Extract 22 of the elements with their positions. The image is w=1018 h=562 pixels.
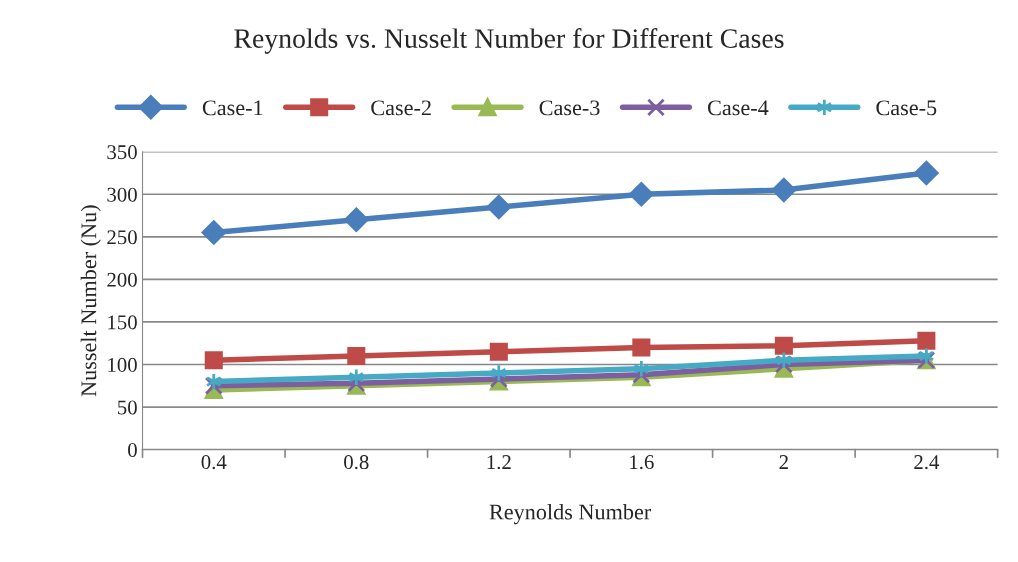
legend-label: Case-1 — [202, 100, 263, 116]
legend-label: Case-3 — [539, 100, 600, 116]
chart-title: Reynolds vs. Nusselt Number for Different Cases — [234, 28, 784, 54]
y-tick-label: 50 — [118, 400, 137, 415]
y-tick-label: 250 — [107, 230, 137, 245]
y-tick-label: 300 — [107, 187, 137, 202]
y-axis-title: Nusselt Number (Nu) — [80, 205, 101, 397]
legend-label: Case-4 — [707, 100, 769, 116]
y-tick-label: 200 — [107, 272, 137, 287]
x-tick-label: 1.2 — [487, 455, 511, 470]
y-tick-label: 0 — [128, 442, 137, 458]
y-tick-label: 150 — [108, 315, 137, 330]
x-tick-label: 2.4 — [914, 455, 940, 470]
y-tick-label: 350 — [107, 145, 137, 160]
x-tick-label: 0.8 — [344, 455, 369, 470]
legend-label: Case-2 — [371, 100, 431, 116]
x-tick-label: 1.6 — [630, 455, 654, 470]
x-tick-label: 2 — [779, 455, 788, 469]
y-tick-label: 100 — [108, 357, 137, 372]
legend-label: Case-5 — [876, 100, 937, 116]
x-tick-label: 0.4 — [201, 455, 227, 470]
x-axis-title: Reynolds Number — [489, 503, 652, 525]
